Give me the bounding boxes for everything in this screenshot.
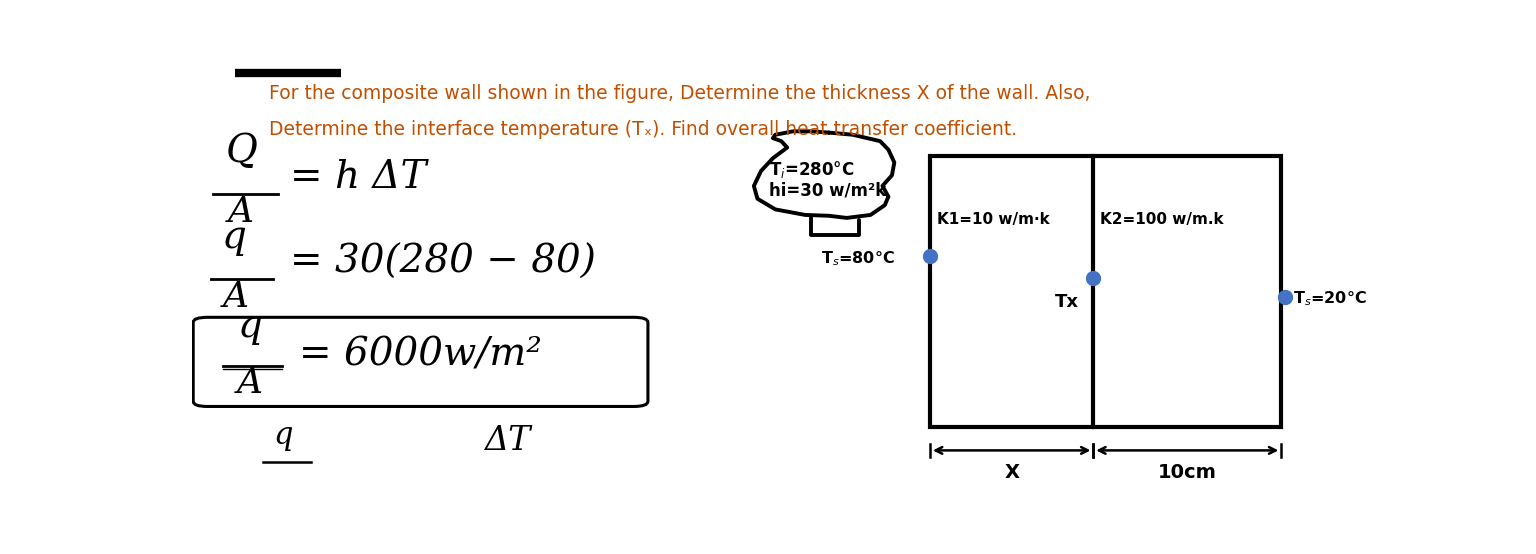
Text: T$_s$=20°C: T$_s$=20°C: [1293, 290, 1367, 309]
Text: q: q: [221, 219, 247, 256]
Text: q: q: [237, 309, 263, 345]
FancyBboxPatch shape: [194, 317, 648, 407]
Text: T$_s$=80°C: T$_s$=80°C: [820, 249, 894, 268]
Text: q: q: [273, 420, 292, 451]
Bar: [929, 156, 1281, 427]
Text: A: A: [227, 195, 253, 229]
Text: ΔT: ΔT: [484, 425, 530, 458]
Text: 10cm: 10cm: [1158, 463, 1217, 482]
Point: [1081, 273, 1106, 282]
Text: A: A: [237, 366, 263, 400]
Text: hi=30 w/m²k: hi=30 w/m²k: [770, 181, 886, 199]
Text: Tx: Tx: [1055, 293, 1080, 311]
Text: X: X: [1005, 463, 1020, 482]
Text: For the composite wall shown in the figure, Determine the thickness X of the wal: For the composite wall shown in the figu…: [269, 84, 1091, 102]
Text: K2=100 w/m.k: K2=100 w/m.k: [1100, 212, 1224, 227]
Point: [1272, 293, 1296, 301]
Text: = 30(280 − 80): = 30(280 − 80): [290, 244, 596, 280]
Text: A: A: [223, 280, 249, 315]
Text: T$_i$=280°C: T$_i$=280°C: [770, 159, 854, 180]
Text: = 6000w/m²: = 6000w/m²: [300, 336, 542, 373]
Point: [917, 252, 942, 261]
Text: K1=10 w/m·k: K1=10 w/m·k: [937, 212, 1051, 227]
Text: Q: Q: [226, 134, 257, 171]
Text: Determine the interface temperature (Tₓ). Find overall heat transfer coefficient: Determine the interface temperature (Tₓ)…: [269, 120, 1017, 139]
Text: = h ΔT: = h ΔT: [290, 159, 425, 196]
